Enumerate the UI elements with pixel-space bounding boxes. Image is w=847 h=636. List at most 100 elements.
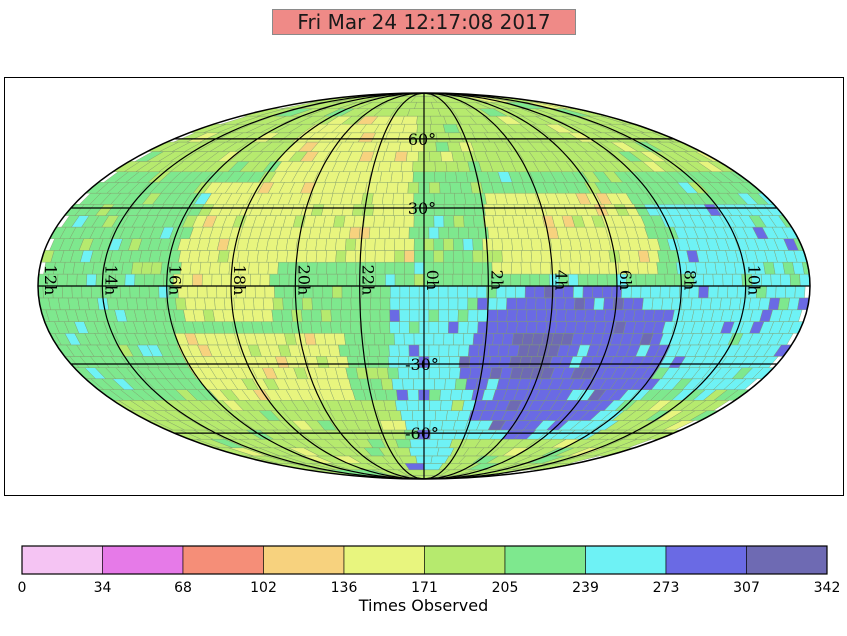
sky-cell — [387, 356, 400, 368]
sky-cell — [440, 400, 454, 411]
sky-cell — [391, 378, 404, 390]
sky-cell — [399, 285, 410, 299]
sky-cell — [496, 321, 509, 334]
colorbar-tick-label: 102 — [250, 580, 277, 596]
sky-cell — [402, 378, 414, 390]
sky-cell — [408, 321, 420, 334]
sky-cell — [325, 250, 337, 263]
sky-cell — [435, 141, 450, 152]
sky-cell — [719, 297, 732, 311]
sky-cell — [217, 250, 230, 263]
sky-cell — [491, 238, 504, 251]
sky-cell — [256, 250, 269, 263]
sky-cell — [382, 151, 397, 162]
sky-cell — [300, 321, 313, 334]
sky-cell — [666, 261, 678, 275]
sky-cell — [794, 285, 806, 299]
sky-cell — [775, 285, 787, 299]
dec-label: 30° — [408, 199, 436, 218]
sky-cell — [204, 297, 216, 311]
sky-cell — [194, 297, 207, 311]
sky-cell — [254, 285, 266, 299]
sky-cell — [330, 309, 342, 322]
ra-label: 18h — [230, 265, 249, 296]
sky-cell — [121, 261, 134, 275]
sky-cell — [578, 261, 591, 275]
sky-cell — [357, 356, 370, 368]
sky-cell — [487, 344, 500, 357]
sky-cell — [376, 367, 389, 379]
sky-cell — [290, 321, 303, 334]
sky-cell — [408, 447, 425, 457]
sky-cell — [363, 333, 376, 346]
sky-cell — [511, 238, 523, 251]
sky-cell — [472, 250, 484, 263]
ra-label: 14h — [101, 265, 120, 296]
sky-cell — [322, 285, 333, 299]
sky-cell — [317, 273, 328, 287]
sky-cell — [348, 344, 361, 357]
sky-cell — [305, 250, 318, 263]
sky-cell — [363, 215, 376, 228]
dec-label: -30° — [405, 355, 439, 374]
sky-cell — [359, 309, 371, 322]
sky-cell — [539, 273, 550, 287]
sky-cell — [438, 309, 449, 322]
sky-cell — [765, 285, 777, 299]
sky-cell — [248, 261, 260, 275]
sky-cell — [472, 261, 483, 275]
sky-cell — [486, 321, 499, 334]
sky-cell — [150, 261, 163, 275]
sky-cell — [669, 285, 680, 299]
sky-cell — [444, 171, 458, 183]
sky-cell — [491, 250, 503, 263]
sky-cell — [136, 297, 148, 311]
sky-cell — [443, 261, 454, 275]
sky-cell — [393, 215, 405, 228]
sky-cell — [392, 204, 405, 216]
sky-cell — [443, 204, 456, 216]
sky-cell — [264, 285, 275, 299]
sky-cell — [368, 344, 380, 357]
sky-cell — [296, 250, 308, 263]
sky-cell — [119, 285, 131, 299]
sky-cell — [690, 297, 703, 311]
sky-cell — [71, 285, 83, 299]
plot-title: Fri Mar 24 12:17:08 2017 — [272, 9, 576, 35]
sky-cell — [313, 333, 327, 346]
sky-cell — [457, 285, 468, 299]
sky-cell — [659, 285, 671, 299]
sky-cell — [476, 285, 487, 299]
sky-cell — [780, 273, 791, 287]
sky-cell — [584, 309, 597, 322]
sky-cell — [271, 309, 284, 322]
sky-cell — [383, 400, 397, 411]
sky-cell — [379, 309, 391, 322]
sky-cell — [468, 356, 481, 368]
ra-label: 8h — [680, 270, 699, 290]
sky-cell — [374, 389, 388, 401]
sky-cell — [501, 238, 513, 251]
sky-cell — [338, 226, 351, 239]
sky-cell — [345, 261, 357, 275]
sky-cell — [381, 192, 394, 205]
sky-cell — [459, 367, 472, 379]
sky-cell — [272, 297, 284, 311]
sky-cell — [516, 309, 528, 322]
sky-cell — [641, 297, 654, 311]
sky-cell — [336, 273, 348, 287]
sky-cell — [462, 250, 474, 263]
sky-cell — [380, 285, 391, 299]
sky-cell — [404, 273, 415, 287]
sky-cell — [554, 297, 566, 311]
colorbar-tick-label: 307 — [733, 580, 760, 596]
sky-cell — [447, 297, 459, 311]
sky-cell — [285, 238, 298, 251]
sky-cell — [438, 226, 450, 239]
grid-labels: 12h 10h 8h 6h 4h 2h 0h 22h 20h 18h 16h 14h 60° 30° -30… — [41, 130, 764, 443]
sky-cell — [349, 321, 362, 334]
sky-cell — [453, 333, 465, 346]
sky-cell — [789, 273, 801, 287]
sky-cell — [654, 273, 666, 287]
sky-cell — [635, 273, 647, 287]
